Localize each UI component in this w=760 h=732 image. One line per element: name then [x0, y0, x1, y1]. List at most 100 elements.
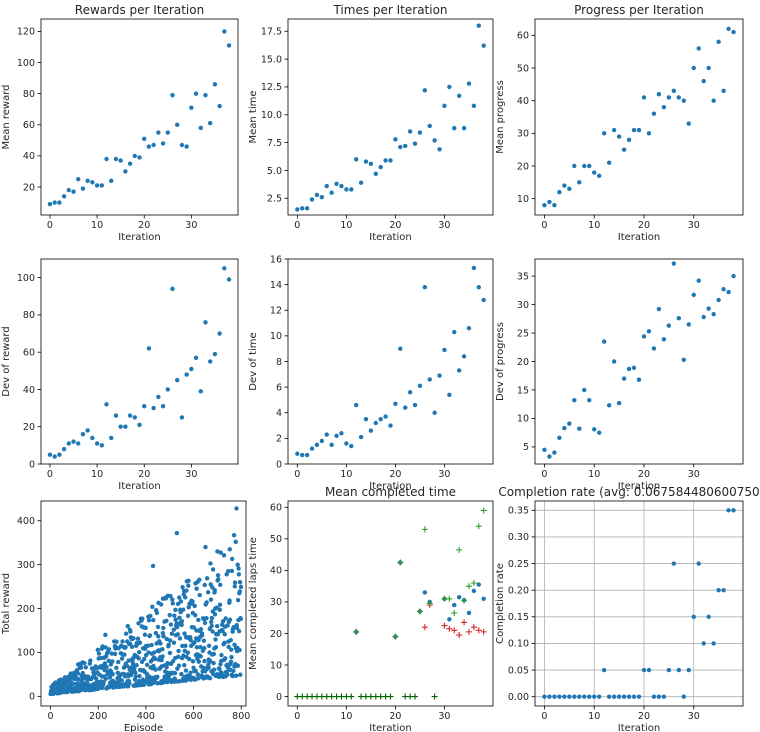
- data-point: [142, 404, 147, 409]
- data-point: [104, 664, 109, 670]
- data-point: [179, 142, 185, 148]
- data-point: [656, 694, 662, 699]
- data-point: [170, 286, 175, 292]
- data-point: [671, 261, 677, 266]
- data-point: [94, 183, 100, 188]
- data-point: [75, 671, 81, 676]
- data-point-plus: [431, 693, 438, 700]
- data-point: [217, 331, 222, 336]
- data-point: [180, 584, 185, 590]
- x-axis-label: Iteration: [118, 481, 160, 492]
- data-point: [636, 127, 642, 133]
- data-point: [206, 665, 211, 670]
- data-point: [388, 423, 393, 428]
- data-point: [110, 659, 115, 664]
- chart-3: 0 10 20 30 10 20 30 40 50 60 Iteration Mean progres…: [495, 3, 744, 243]
- data-point: [691, 614, 696, 620]
- data-point: [158, 602, 164, 607]
- data-point: [606, 403, 612, 408]
- data-point: [167, 612, 172, 618]
- data-point: [716, 297, 721, 303]
- data-point: [211, 651, 217, 657]
- data-point: [144, 662, 150, 668]
- y-tick-label: 60: [270, 503, 282, 514]
- data-point: [218, 582, 223, 588]
- data-point: [136, 621, 141, 626]
- data-point: [156, 394, 161, 400]
- y-tick-label: 0.05: [508, 665, 529, 676]
- data-point: [151, 405, 156, 411]
- data-point-plus: [446, 625, 453, 632]
- data-point: [358, 180, 364, 185]
- data-point: [231, 668, 236, 674]
- data-point: [167, 638, 173, 643]
- chart-title: Times per Iteration: [332, 3, 447, 17]
- y-tick-label: 100: [17, 648, 35, 659]
- data-point: [716, 587, 721, 593]
- data-point: [681, 357, 686, 362]
- data-point: [300, 452, 305, 458]
- data-point-plus: [421, 526, 428, 533]
- data-point: [193, 355, 199, 360]
- data-point: [601, 131, 607, 136]
- data-point: [339, 431, 344, 436]
- x-tick-label: 10: [340, 711, 352, 722]
- data-point: [93, 676, 99, 681]
- data-point: [616, 134, 622, 139]
- data-point: [222, 29, 227, 34]
- y-tick-label: 40: [270, 566, 282, 577]
- data-point: [57, 452, 62, 457]
- data-point: [726, 508, 731, 513]
- y-tick-label: 80: [23, 310, 35, 321]
- data-point: [208, 597, 214, 602]
- data-point-plus: [470, 580, 477, 586]
- data-point: [218, 661, 223, 667]
- data-point: [596, 430, 602, 435]
- axes-frame: [287, 500, 494, 707]
- data-point: [661, 105, 667, 110]
- data-point: [209, 623, 214, 629]
- data-point: [452, 125, 457, 131]
- data-point: [456, 594, 462, 600]
- data-point: [198, 654, 203, 659]
- y-tick-label: 30: [517, 129, 529, 140]
- data-point: [220, 619, 226, 624]
- data-point: [179, 671, 184, 677]
- data-point: [169, 631, 175, 636]
- y-tick-label: 60: [23, 120, 35, 131]
- data-point-plus: [475, 523, 482, 530]
- data-point: [721, 587, 726, 593]
- data-point: [186, 605, 191, 610]
- data-point: [232, 642, 237, 648]
- y-tick-label: 8: [276, 357, 282, 368]
- data-point: [349, 443, 354, 449]
- data-point: [209, 615, 215, 621]
- y-tick-label: 10: [517, 194, 529, 205]
- data-point: [165, 387, 170, 392]
- data-point: [567, 694, 572, 699]
- data-point: [295, 451, 300, 456]
- data-point: [193, 91, 199, 96]
- data-point: [358, 434, 364, 440]
- data-point: [161, 634, 166, 639]
- x-axis-label: Iteration: [618, 481, 660, 492]
- data-point: [94, 665, 100, 670]
- data-point: [587, 163, 592, 169]
- data-point: [190, 599, 195, 604]
- data-point: [393, 137, 398, 142]
- data-point: [146, 650, 151, 655]
- data-point: [188, 670, 193, 675]
- data-point: [155, 680, 160, 686]
- x-axis-label: Episode: [124, 723, 163, 732]
- chart-1: 0 10 20 30 20 40 60 80 100 120 Iteration Mean rewar…: [1, 3, 239, 243]
- data-point: [219, 652, 224, 658]
- chart-title: Progress per Iteration: [574, 3, 704, 17]
- data-point: [184, 144, 189, 149]
- data-point: [432, 138, 437, 143]
- data-point: [621, 694, 627, 699]
- data-point: [701, 314, 706, 320]
- data-point: [368, 428, 374, 433]
- y-tick-label: 0: [276, 459, 282, 470]
- x-tick-label: 30: [688, 220, 700, 231]
- data-point: [164, 618, 169, 624]
